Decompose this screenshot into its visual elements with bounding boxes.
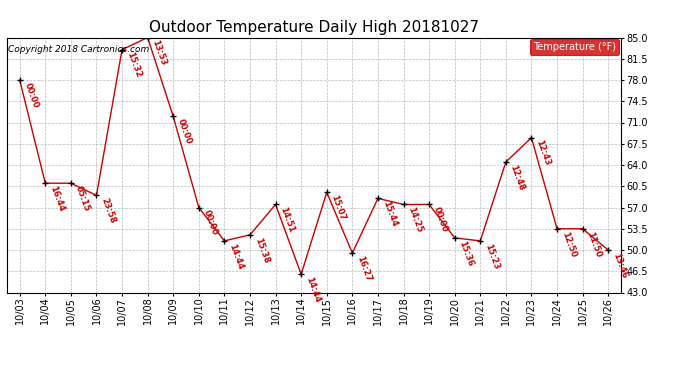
- Text: 15:23: 15:23: [483, 242, 501, 270]
- Text: 16:44: 16:44: [48, 184, 66, 213]
- Text: 15:36: 15:36: [457, 239, 475, 267]
- Text: 15:38: 15:38: [253, 236, 270, 264]
- Text: 12:43: 12:43: [534, 139, 552, 167]
- Legend: Temperature (°F): Temperature (°F): [530, 39, 619, 55]
- Text: 23:58: 23:58: [99, 197, 117, 225]
- Text: 14:25: 14:25: [406, 206, 424, 234]
- Text: 12:50: 12:50: [560, 230, 578, 258]
- Text: 05:15: 05:15: [74, 184, 91, 213]
- Text: 14:44: 14:44: [227, 242, 245, 271]
- Text: 15:44: 15:44: [381, 200, 398, 228]
- Text: 13:46: 13:46: [611, 251, 629, 280]
- Text: 15:07: 15:07: [330, 194, 347, 222]
- Text: 00:00: 00:00: [23, 81, 40, 109]
- Text: 14:51: 14:51: [278, 206, 296, 234]
- Text: 13:53: 13:53: [150, 39, 168, 67]
- Text: 00:00: 00:00: [176, 118, 193, 146]
- Text: 00:00: 00:00: [432, 206, 449, 234]
- Text: 12:48: 12:48: [509, 164, 526, 192]
- Text: 11:50: 11:50: [585, 230, 603, 258]
- Text: 16:27: 16:27: [355, 254, 373, 283]
- Text: Copyright 2018 Cartronics.com: Copyright 2018 Cartronics.com: [8, 45, 149, 54]
- Text: 14:44: 14:44: [304, 276, 322, 304]
- Title: Outdoor Temperature Daily High 20181027: Outdoor Temperature Daily High 20181027: [149, 20, 479, 35]
- Text: 00:00: 00:00: [201, 209, 219, 237]
- Text: 15:32: 15:32: [125, 51, 142, 79]
